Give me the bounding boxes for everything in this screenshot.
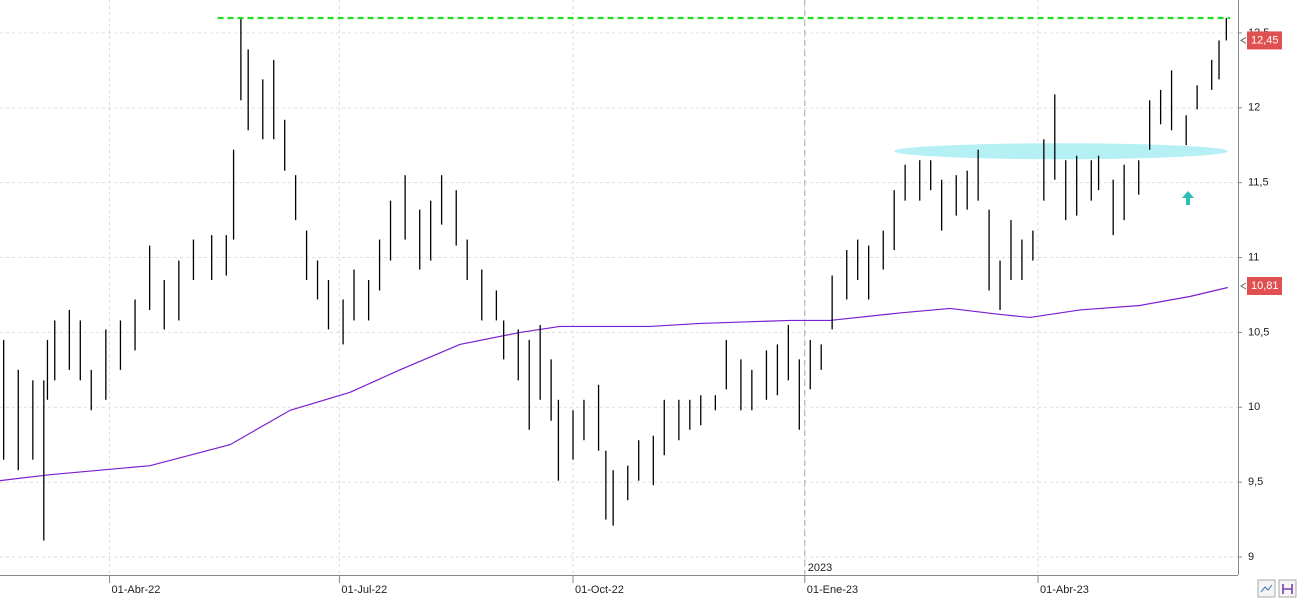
moving-average — [0, 286, 1228, 482]
zoom-icon — [1260, 584, 1273, 593]
price-pointer — [1240, 282, 1247, 290]
x-tick-label: 01-Abr-23 — [1040, 584, 1089, 596]
x-tick-label: 01-Jul-22 — [341, 584, 387, 596]
y-tick-label: 10,5 — [1248, 326, 1269, 338]
price-pointer — [1240, 37, 1247, 44]
up-arrow — [1182, 191, 1194, 205]
x-tick-label: 01-Ene-23 — [807, 584, 858, 596]
price-tag-label: 12,45 — [1251, 34, 1279, 46]
y-tick-label: 10 — [1248, 401, 1260, 413]
price-tag — [1247, 277, 1282, 296]
price-tag-label: 10,81 — [1251, 280, 1279, 292]
price-tag — [1247, 31, 1282, 50]
y-tick-label: 9 — [1248, 551, 1254, 563]
y-tick-label: 9,5 — [1248, 476, 1263, 488]
y-tick-label: 12 — [1248, 102, 1260, 114]
year-label: 2023 — [808, 562, 832, 574]
support-zone — [894, 143, 1228, 160]
y-tick-label: 11 — [1248, 251, 1259, 263]
y-tick-label: 11,5 — [1248, 177, 1269, 189]
x-tick-label: 01-Oct-22 — [575, 584, 624, 596]
h-icon — [1282, 584, 1293, 594]
x-tick-label: 01-Abr-22 — [111, 584, 160, 596]
